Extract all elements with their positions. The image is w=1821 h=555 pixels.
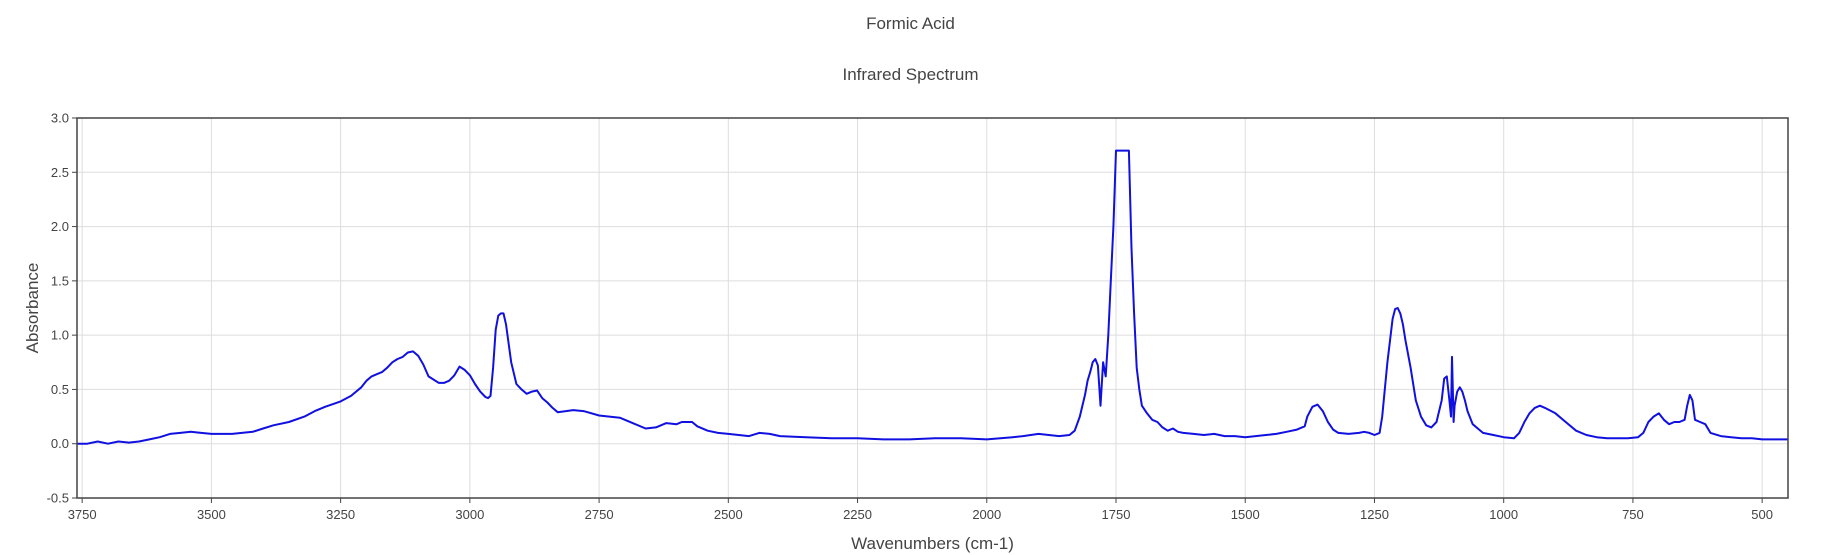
x-tick-label: 3250 — [326, 507, 355, 522]
y-tick-label: -0.5 — [47, 491, 69, 506]
y-tick-label: 1.5 — [51, 273, 69, 288]
y-tick-label: 1.0 — [51, 328, 69, 343]
y-tick-label: 0.5 — [51, 382, 69, 397]
x-tick-label: 1250 — [1360, 507, 1389, 522]
x-tick-label: 3750 — [68, 507, 97, 522]
grid — [77, 117, 1788, 499]
x-tick-label: 750 — [1622, 507, 1644, 522]
y-tick-label: 2.5 — [51, 165, 69, 180]
y-tick-label: 0.0 — [51, 436, 69, 451]
x-axis-label: Wavenumbers (cm-1) — [851, 534, 1014, 553]
x-tick-label: 3500 — [197, 507, 226, 522]
y-tick-label: 3.0 — [51, 111, 69, 126]
y-tick-label: 2.0 — [51, 219, 69, 234]
x-tick-label: 1000 — [1489, 507, 1518, 522]
x-tick-label: 3000 — [455, 507, 484, 522]
x-tick-label: 2500 — [714, 507, 743, 522]
x-tick-label: 2000 — [972, 507, 1001, 522]
x-axis-ticks: 3750 3500 3250 3000 2750 2500 2250 2000 1750 1500… — [68, 498, 1773, 522]
x-tick-label: 2750 — [585, 507, 614, 522]
x-tick-label: 1500 — [1231, 507, 1260, 522]
chart-subtitle: Infrared Spectrum — [842, 65, 979, 84]
x-tick-label: 2250 — [843, 507, 872, 522]
spectrum-line — [77, 149, 1788, 445]
x-tick-label: 1750 — [1102, 507, 1131, 522]
chart-title: Formic Acid — [866, 14, 955, 33]
x-tick-label: 500 — [1751, 507, 1773, 522]
plot-frame — [76, 117, 1789, 499]
y-axis-ticks: -0.5 0.0 0.5 1.0 1.5 2.0 2.5 3.0 — [47, 111, 77, 506]
y-axis-label: Absorbance — [23, 263, 42, 354]
